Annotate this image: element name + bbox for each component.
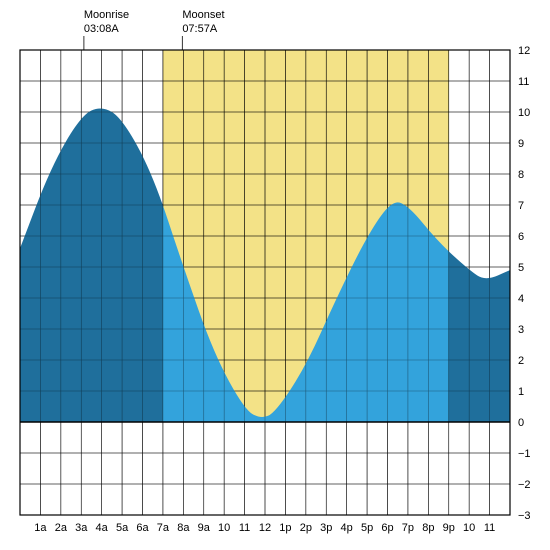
x-tick-label: 12 (259, 522, 271, 534)
x-tick-label: 9p (443, 522, 455, 534)
y-tick-label: 0 (518, 417, 524, 429)
x-tick-label: 5p (361, 522, 373, 534)
y-tick-label: 5 (518, 262, 524, 274)
x-tick-label: 1p (279, 522, 291, 534)
x-tick-label: 7p (402, 522, 414, 534)
y-tick-label: 10 (518, 107, 530, 119)
y-tick-label: 7 (518, 200, 524, 212)
x-tick-label: 3a (75, 522, 88, 534)
y-tick-label: −1 (518, 448, 531, 460)
y-tick-label: 1 (518, 386, 524, 398)
x-tick-label: 9a (198, 522, 211, 534)
y-tick-label: 3 (518, 324, 524, 336)
x-tick-label: 1a (34, 522, 47, 534)
x-tick-label: 6p (381, 522, 393, 534)
y-tick-label: 8 (518, 169, 524, 181)
y-tick-label: 6 (518, 231, 524, 243)
x-tick-label: 11 (484, 522, 495, 534)
y-tick-label: 4 (518, 293, 524, 305)
y-tick-label: 11 (518, 76, 529, 88)
x-tick-label: 10 (218, 522, 230, 534)
moonrise-time: 03:08A (84, 23, 120, 35)
tide-chart: −3−2−101234567891011121a2a3a4a5a6a7a8a9a… (0, 0, 550, 550)
x-tick-label: 5a (116, 522, 129, 534)
moonset-label: Moonset (182, 9, 224, 21)
moonrise-label: Moonrise (84, 9, 129, 21)
x-tick-label: 2p (300, 522, 312, 534)
x-tick-label: 10 (463, 522, 475, 534)
x-tick-label: 8p (422, 522, 434, 534)
x-tick-label: 7a (157, 522, 170, 534)
y-tick-label: 12 (518, 45, 530, 57)
y-tick-label: 2 (518, 355, 524, 367)
x-tick-label: 6a (136, 522, 149, 534)
x-tick-label: 4a (96, 522, 109, 534)
moonset-time: 07:57A (182, 23, 218, 35)
x-tick-label: 11 (239, 522, 250, 534)
y-tick-label: 9 (518, 138, 524, 150)
x-tick-label: 8a (177, 522, 190, 534)
y-tick-label: −2 (518, 479, 531, 491)
x-tick-label: 2a (55, 522, 68, 534)
x-tick-label: 3p (320, 522, 332, 534)
y-tick-label: −3 (518, 510, 531, 522)
x-tick-label: 4p (341, 522, 353, 534)
